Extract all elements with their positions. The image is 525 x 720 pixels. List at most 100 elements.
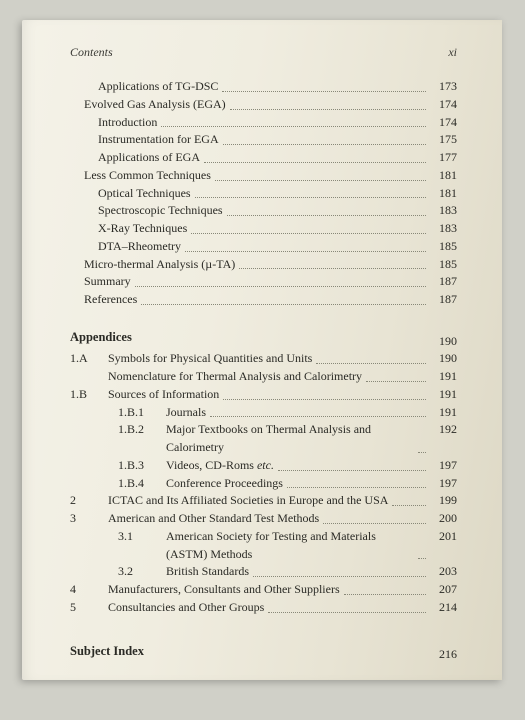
toc-entry-title: Applications of EGA xyxy=(98,149,204,167)
toc-entry-page: 183 xyxy=(426,220,457,238)
appendix-number xyxy=(70,457,108,475)
toc-entry-title: Instrumentation for EGA xyxy=(98,131,223,149)
toc-dots xyxy=(268,599,426,613)
toc-entry: Less Common Techniques 181 xyxy=(70,167,457,185)
appendix-subnumber: 1.B.2 xyxy=(108,421,166,457)
toc-entry: DTA–Rheometry185 xyxy=(70,238,457,256)
header-left: Contents xyxy=(70,45,113,60)
book-page: Contents xi Applications of TG-DSC 173 Evo… xyxy=(22,20,502,680)
toc-dots xyxy=(418,421,426,453)
toc-dots xyxy=(366,368,426,382)
appendix-entry: 5Consultancies and Other Groups214 xyxy=(70,599,457,617)
toc-entry-title: DTA–Rheometry xyxy=(98,238,185,256)
header-right: xi xyxy=(448,45,457,60)
toc-dots xyxy=(239,256,426,270)
appendix-entry: 1.B.2Major Textbooks on Thermal Analysis… xyxy=(70,421,457,457)
toc-dots xyxy=(278,457,426,471)
toc-dots xyxy=(141,291,426,305)
appendix-title: Consultancies and Other Groups xyxy=(108,599,268,617)
appendix-subnumber: 3.1 xyxy=(108,528,166,564)
appendices-title: Appendices xyxy=(70,328,132,347)
appendix-page: 192 xyxy=(426,421,457,457)
toc-dots xyxy=(195,185,426,199)
toc-dots xyxy=(223,131,426,145)
appendix-subnumber: 1.B.4 xyxy=(108,475,166,493)
appendix-page: 214 xyxy=(426,599,457,617)
toc-dots xyxy=(344,581,426,595)
toc-dots xyxy=(392,492,426,506)
appendix-title: Manufacturers, Consultants and Other Sup… xyxy=(108,581,344,599)
toc-dots xyxy=(191,220,426,234)
toc-entry-title: Less Common Techniques xyxy=(84,167,215,185)
subject-index-page: 216 xyxy=(426,646,457,664)
toc-entry-page: 185 xyxy=(426,256,457,274)
toc-entry-title: Evolved Gas Analysis (EGA) xyxy=(84,96,230,114)
toc-entry-page: 177 xyxy=(426,149,457,167)
toc-entry-title: X-Ray Techniques xyxy=(98,220,191,238)
page-header: Contents xi xyxy=(70,45,457,60)
subject-index-row: Subject Index 216 xyxy=(70,629,457,665)
toc-dots xyxy=(323,510,426,524)
toc-entry: References187 xyxy=(70,291,457,309)
toc-entry-page: 174 xyxy=(426,96,457,114)
toc-dots xyxy=(161,114,426,128)
appendix-page: 201 xyxy=(426,528,457,564)
toc-dots xyxy=(215,167,426,181)
appendix-entry: 1.B.3Videos, CD-Roms etc.197 xyxy=(70,457,457,475)
appendix-number xyxy=(70,404,108,422)
toc-entry-title: Summary xyxy=(84,273,135,291)
appendix-number xyxy=(70,563,108,581)
appendix-title: Journals xyxy=(166,404,210,422)
appendix-page: 191 xyxy=(426,386,457,404)
appendix-number xyxy=(70,528,108,564)
toc-dots xyxy=(222,78,426,92)
toc-entry-page: 181 xyxy=(426,167,457,185)
appendix-title: American Society for Testing and Materia… xyxy=(166,528,418,564)
toc-entry-page: 187 xyxy=(426,291,457,309)
toc-entry-page: 173 xyxy=(426,78,457,96)
toc-dots xyxy=(185,238,426,252)
appendix-number: 3 xyxy=(70,510,108,528)
toc-entry: Introduction174 xyxy=(70,114,457,132)
toc-entry: Optical Techniques181 xyxy=(70,185,457,203)
toc-block: Applications of TG-DSC 173 Evolved Gas Ana… xyxy=(70,78,457,309)
toc-entry: Spectroscopic Techniques183 xyxy=(70,202,457,220)
toc-dots xyxy=(287,475,426,489)
toc-entry-title: Optical Techniques xyxy=(98,185,195,203)
appendix-entry: 4Manufacturers, Consultants and Other Su… xyxy=(70,581,457,599)
appendix-page: 203 xyxy=(426,563,457,581)
appendix-page: 197 xyxy=(426,457,457,475)
toc-dots xyxy=(230,96,426,110)
toc-entry: Instrumentation for EGA 175 xyxy=(70,131,457,149)
toc-dots xyxy=(253,563,426,577)
subject-index-title: Subject Index xyxy=(70,642,144,661)
appendix-number xyxy=(70,421,108,457)
appendix-title: American and Other Standard Test Methods xyxy=(108,510,323,528)
toc-dots xyxy=(210,404,426,418)
appendix-page: 190 xyxy=(426,350,457,368)
appendices-page: 190 xyxy=(426,333,457,351)
appendix-number: 2 xyxy=(70,492,108,510)
appendix-title: British Standards xyxy=(166,563,253,581)
appendix-title: Major Textbooks on Thermal Analysis and … xyxy=(166,421,418,457)
appendix-title: Conference Proceedings xyxy=(166,475,287,493)
appendix-number xyxy=(70,368,108,386)
toc-entry-page: 187 xyxy=(426,273,457,291)
toc-entry-title: Applications of TG-DSC xyxy=(98,78,222,96)
appendix-number: 1.B xyxy=(70,386,108,404)
toc-entry-title: Introduction xyxy=(98,114,161,132)
toc-entry-page: 175 xyxy=(426,131,457,149)
toc-entry: Micro-thermal Analysis (µ-TA)185 xyxy=(70,256,457,274)
appendix-entry: 3American and Other Standard Test Method… xyxy=(70,510,457,528)
appendix-number xyxy=(70,475,108,493)
toc-entry: Applications of EGA 177 xyxy=(70,149,457,167)
appendix-title: Sources of Information xyxy=(108,386,223,404)
appendix-page: 191 xyxy=(426,368,457,386)
appendix-entry: 1.B.4Conference Proceedings 197 xyxy=(70,475,457,493)
appendix-page: 199 xyxy=(426,492,457,510)
appendices-block: 1.ASymbols for Physical Quantities and U… xyxy=(70,350,457,616)
appendix-page: 197 xyxy=(426,475,457,493)
appendix-page: 200 xyxy=(426,510,457,528)
toc-entry-title: Spectroscopic Techniques xyxy=(98,202,227,220)
toc-dots xyxy=(223,386,426,400)
